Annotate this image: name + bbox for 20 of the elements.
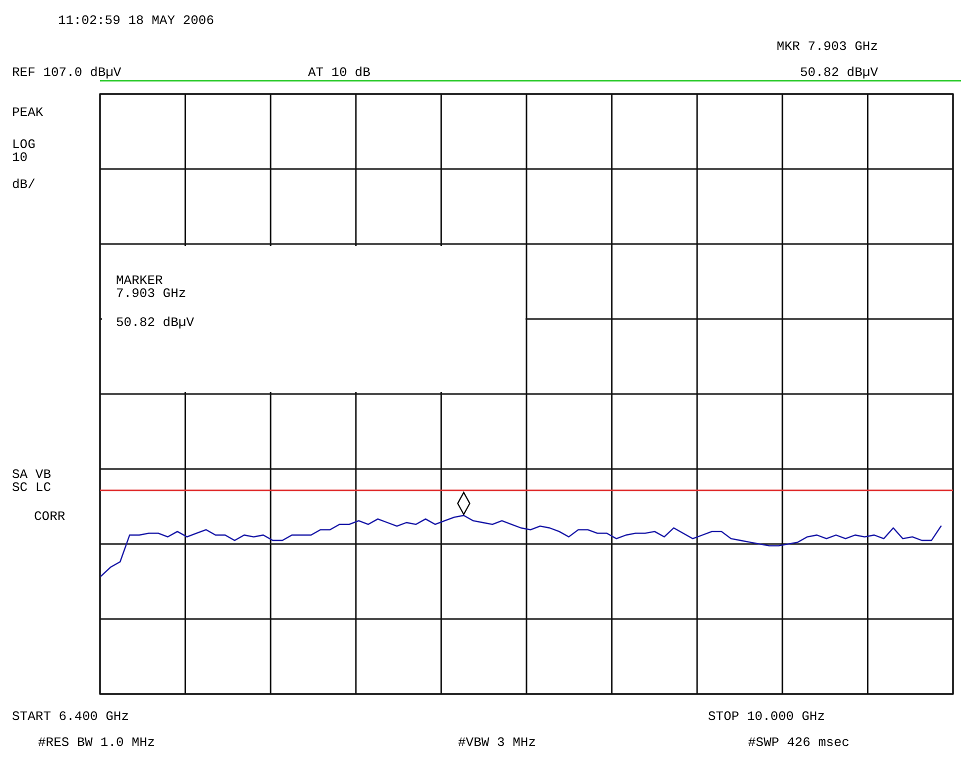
text: LOG bbox=[12, 137, 36, 152]
text: SC LC bbox=[12, 480, 52, 495]
text: #VBW 3 MHz bbox=[458, 735, 536, 750]
text: STOP 10.000 GHz bbox=[708, 709, 826, 724]
text: CORR bbox=[34, 509, 66, 524]
text: #RES BW 1.0 MHz bbox=[38, 735, 156, 750]
chart-title: 11:02:59 18 MAY 2006 bbox=[58, 13, 214, 28]
text: #SWP 426 msec bbox=[748, 735, 850, 750]
text: START 6.400 GHz bbox=[12, 709, 130, 724]
text: AT 10 dB bbox=[308, 65, 371, 80]
text: 7.903 GHz bbox=[116, 286, 186, 301]
text: MKR 7.903 GHz bbox=[776, 39, 878, 54]
text: 10 bbox=[12, 150, 28, 165]
text: 50.82 dBµV bbox=[116, 315, 194, 330]
text: PEAK bbox=[12, 105, 44, 120]
text: MARKER bbox=[116, 273, 164, 288]
text: dB/ bbox=[12, 177, 36, 192]
text: REF 107.0 dBµV bbox=[12, 65, 122, 80]
text: 50.82 dBµV bbox=[800, 65, 878, 80]
text: SA VB bbox=[12, 467, 52, 482]
